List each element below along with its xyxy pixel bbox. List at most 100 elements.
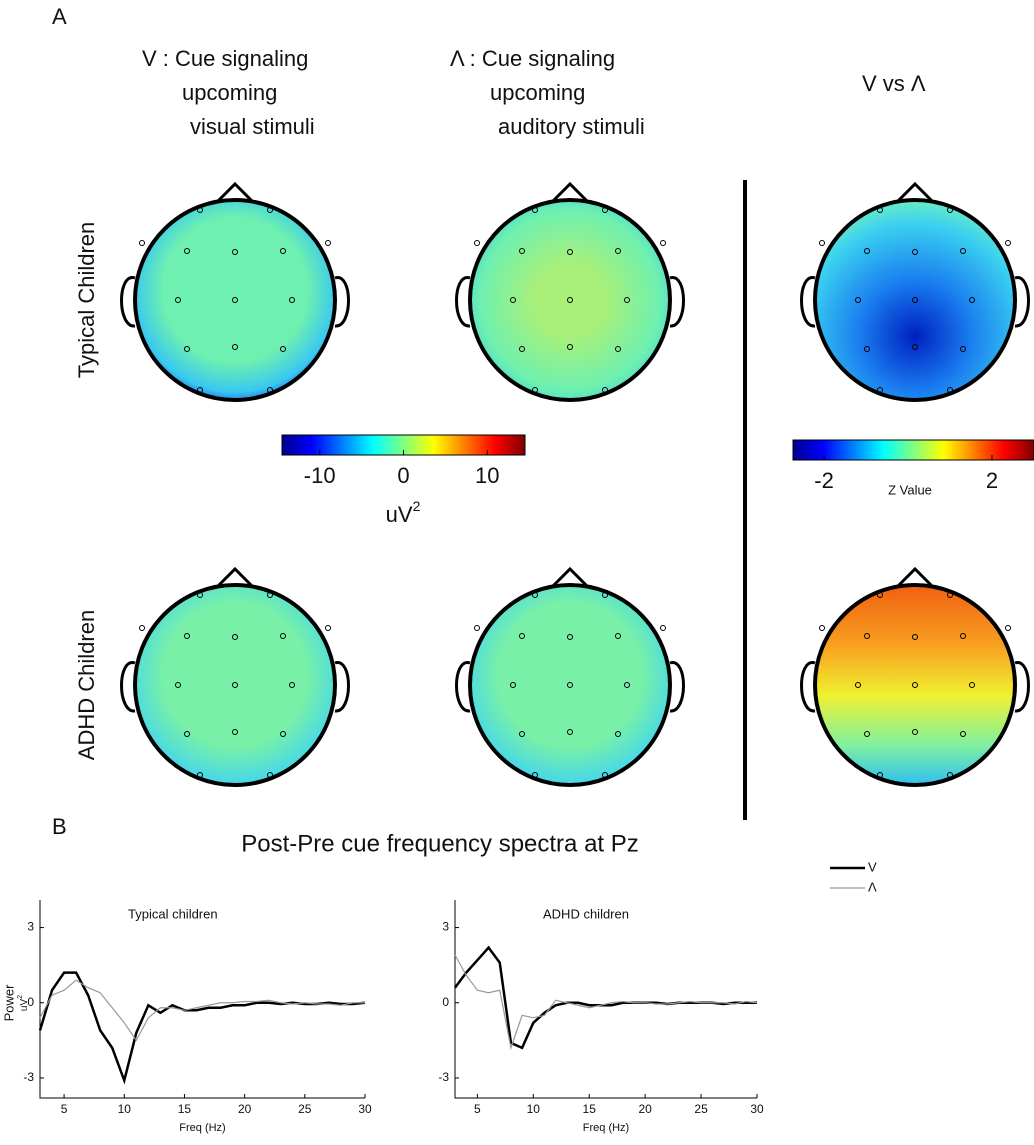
y-tick-label: 3 xyxy=(442,920,449,934)
electrode xyxy=(532,772,538,778)
electrode xyxy=(139,625,145,631)
electrode xyxy=(567,682,573,688)
row-label: ADHD Children xyxy=(74,610,99,760)
chart-title: Typical children xyxy=(128,906,218,921)
panel-title: Post-Pre cue frequency spectra at Pz xyxy=(241,830,639,857)
electrode xyxy=(912,297,918,303)
nose xyxy=(215,181,255,204)
electrode xyxy=(232,344,238,350)
electrode xyxy=(280,633,286,639)
electrode xyxy=(325,240,331,246)
y-tick-label: 3 xyxy=(27,920,34,934)
series-line xyxy=(39,979,365,1042)
electrode xyxy=(197,387,203,393)
ear xyxy=(800,661,816,713)
electrode xyxy=(567,297,573,303)
electrode xyxy=(267,592,273,598)
electrode xyxy=(184,731,190,737)
electrode xyxy=(197,592,203,598)
y-tick-label: -3 xyxy=(438,1070,449,1084)
ear xyxy=(120,661,136,713)
ear xyxy=(1014,276,1030,328)
ear xyxy=(1014,661,1030,713)
y-tick-label: -3 xyxy=(23,1070,34,1084)
electrode xyxy=(567,634,573,640)
electrode xyxy=(947,207,953,213)
electrode xyxy=(855,682,861,688)
electrode xyxy=(532,592,538,598)
scalp-map xyxy=(133,583,337,787)
electrode xyxy=(660,625,666,631)
electrode xyxy=(960,248,966,254)
panel-label: B xyxy=(52,814,67,839)
electrode xyxy=(602,592,608,598)
electrode xyxy=(474,625,480,631)
nose xyxy=(895,566,935,589)
electrode xyxy=(819,625,825,631)
tick-label: 2 xyxy=(986,468,998,493)
scalp-map xyxy=(468,198,672,402)
electrode xyxy=(864,346,870,352)
series-line xyxy=(454,954,758,1051)
electrode xyxy=(267,387,273,393)
topomaps xyxy=(120,181,1030,787)
y-tick-label: 0 xyxy=(442,995,449,1009)
electrode xyxy=(624,297,630,303)
axes xyxy=(39,900,365,1099)
nose xyxy=(550,181,590,204)
electrode xyxy=(289,682,295,688)
x-tick-label: 10 xyxy=(118,1102,132,1116)
colorbar-label: Z Value xyxy=(888,482,932,497)
electrode xyxy=(519,346,525,352)
y-axis-label: Power xyxy=(1,984,16,1022)
electrode xyxy=(947,772,953,778)
electrode xyxy=(184,346,190,352)
unit-text: uV xyxy=(19,999,30,1012)
chart-title: ADHD children xyxy=(543,906,629,921)
electrode xyxy=(912,729,918,735)
electrode xyxy=(877,772,883,778)
x-tick-label: 25 xyxy=(298,1102,312,1116)
legend-label: V xyxy=(868,859,877,874)
electrode xyxy=(624,682,630,688)
ear xyxy=(455,661,471,713)
x-tick-label: 20 xyxy=(638,1102,652,1116)
x-tick-label: 30 xyxy=(750,1102,764,1116)
electrode xyxy=(280,731,286,737)
electrode xyxy=(912,249,918,255)
electrode xyxy=(510,297,516,303)
colorbar-label: uV2 xyxy=(386,498,421,527)
column-header: upcoming xyxy=(490,80,585,105)
x-tick-label: 15 xyxy=(178,1102,192,1116)
column-header: visual stimuli xyxy=(190,114,315,139)
electrode xyxy=(139,240,145,246)
tick-label: -10 xyxy=(304,463,336,488)
scalp-map xyxy=(813,583,1017,787)
unit-superscript: 2 xyxy=(17,995,24,999)
electrode xyxy=(602,387,608,393)
electrode xyxy=(532,207,538,213)
electrode xyxy=(602,207,608,213)
electrode xyxy=(960,346,966,352)
scalp-map xyxy=(468,583,672,787)
electrode xyxy=(175,682,181,688)
electrode xyxy=(615,248,621,254)
electrode xyxy=(197,772,203,778)
axes xyxy=(454,900,757,1099)
electrode xyxy=(175,297,181,303)
electrode xyxy=(864,248,870,254)
column-header: upcoming xyxy=(182,80,277,105)
ear xyxy=(334,661,350,713)
electrode xyxy=(280,248,286,254)
electrode xyxy=(877,387,883,393)
electrode xyxy=(232,682,238,688)
electrode xyxy=(912,634,918,640)
electrode xyxy=(969,682,975,688)
nose xyxy=(550,566,590,589)
series-line xyxy=(453,945,757,1050)
electrode xyxy=(567,344,573,350)
x-tick-label: 10 xyxy=(527,1102,541,1116)
electrode xyxy=(519,731,525,737)
electrode xyxy=(602,772,608,778)
